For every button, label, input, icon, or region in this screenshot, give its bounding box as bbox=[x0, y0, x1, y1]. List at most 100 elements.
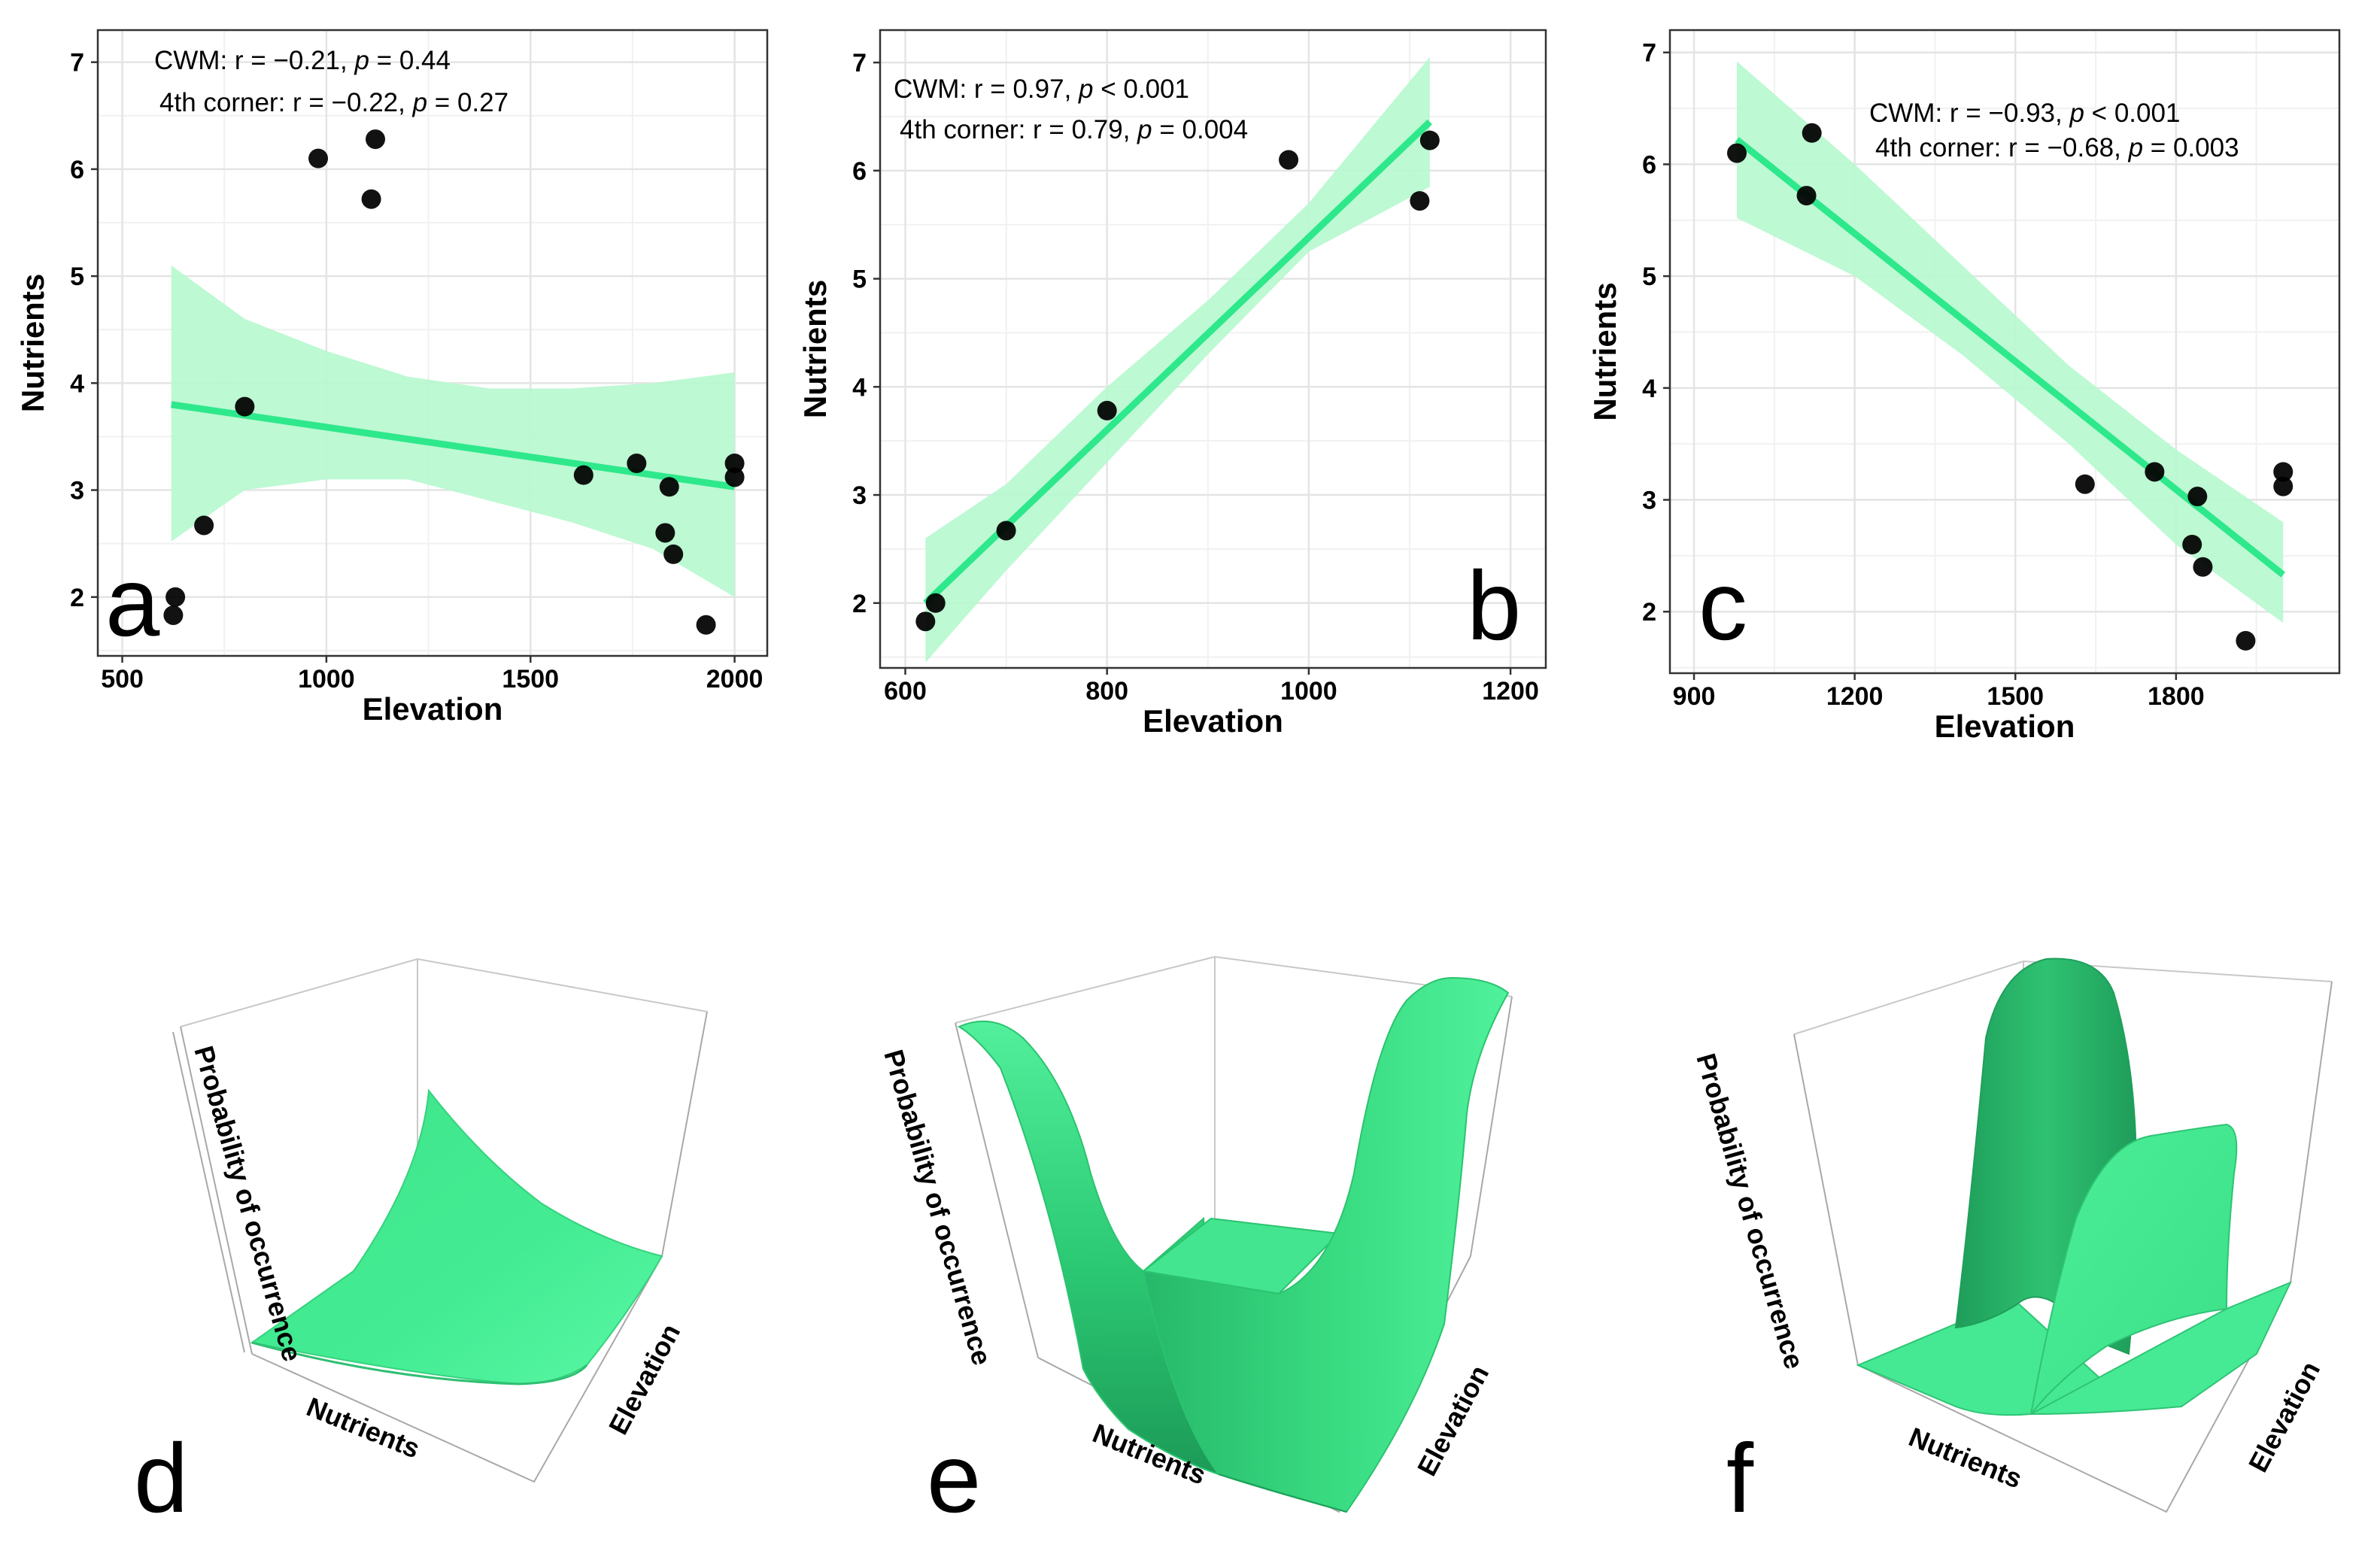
panel-d: Probability of occurrence Nutrients Elev… bbox=[134, 958, 708, 1533]
data-point bbox=[696, 615, 716, 635]
panel-letter-e: e bbox=[927, 1423, 981, 1533]
panel-c: 900 1200 1500 1800 2 3 4 5 6 7 Elevation Nutrients C… bbox=[1587, 29, 2341, 744]
y-tick-label: 5 bbox=[1642, 263, 1656, 291]
x-tick-label: 1200 bbox=[1826, 682, 1884, 711]
panel-e: Probability of occurrence Nutrients Elev… bbox=[878, 955, 1513, 1533]
surface-f-xlabel: Nutrients bbox=[1905, 1421, 2026, 1494]
data-point bbox=[1410, 191, 1430, 211]
x-tick-label: 600 bbox=[884, 677, 927, 706]
panel-b: 600 800 1000 1200 2 3 4 5 6 7 Elevation Nutrients CW… bbox=[797, 29, 1547, 739]
y-axis-title: Nutrients bbox=[15, 274, 50, 412]
data-point bbox=[655, 523, 675, 543]
y-axis-title: Nutrients bbox=[797, 280, 833, 418]
y-tick-label: 6 bbox=[1642, 150, 1656, 179]
data-point bbox=[2273, 476, 2293, 496]
stat-annotation: CWM: r = −0.21, p = 0.44 bbox=[154, 46, 451, 75]
data-point bbox=[1796, 186, 1817, 206]
data-point bbox=[2075, 474, 2095, 494]
y-tick-label: 3 bbox=[852, 481, 867, 510]
plot-frame bbox=[879, 29, 1547, 669]
data-point bbox=[366, 129, 386, 150]
surface-d-zlabel: Probability of occurrence bbox=[188, 1043, 308, 1365]
data-point bbox=[2187, 487, 2208, 507]
surface-f-plateau bbox=[2030, 1123, 2238, 1415]
stat-annotation: 4th corner: r = −0.22, p = 0.27 bbox=[159, 88, 508, 117]
plot-frame bbox=[1668, 29, 2341, 675]
surface-f-right-floor bbox=[2030, 1281, 2293, 1415]
surface-e-zlabel: Probability of occurrence bbox=[878, 1046, 997, 1369]
surface-e-left-wall bbox=[957, 1020, 1220, 1476]
y-tick-label: 2 bbox=[70, 584, 84, 612]
data-point bbox=[165, 587, 186, 607]
data-point bbox=[2273, 462, 2293, 482]
y-tick-label: 4 bbox=[852, 373, 867, 402]
stat-annotation: CWM: r = −0.93, p < 0.001 bbox=[1869, 99, 2180, 128]
y-tick-label: 4 bbox=[1642, 375, 1656, 403]
fit-line bbox=[171, 401, 736, 490]
x-tick-label: 900 bbox=[1673, 682, 1716, 711]
y-tick-label: 3 bbox=[1642, 487, 1656, 515]
data-point bbox=[663, 544, 684, 564]
grid bbox=[98, 30, 767, 656]
panel-letter-d: d bbox=[134, 1423, 188, 1533]
y-tick-label: 6 bbox=[70, 156, 84, 184]
x-tick-label: 1500 bbox=[502, 665, 559, 693]
data-point bbox=[659, 477, 679, 497]
panel-a: 500 1000 1500 2000 2 3 4 5 6 7 Elevation Nutrients C… bbox=[15, 29, 769, 727]
surface-box-d bbox=[172, 958, 708, 1483]
y-tick-label: 2 bbox=[852, 590, 867, 618]
data-point bbox=[163, 605, 184, 625]
data-point bbox=[573, 465, 593, 485]
x-axis-title: Elevation bbox=[363, 691, 503, 727]
data-point bbox=[361, 189, 381, 209]
y-tick-label: 5 bbox=[70, 263, 84, 291]
stat-annotation: 4th corner: r = 0.79, p = 0.004 bbox=[900, 115, 1248, 144]
data-point bbox=[194, 515, 214, 536]
data-point bbox=[996, 520, 1016, 541]
x-tick-label: 2000 bbox=[706, 665, 763, 693]
panel-letter: a bbox=[105, 547, 160, 657]
data-point bbox=[915, 612, 936, 632]
x-tick-label: 1000 bbox=[1280, 677, 1337, 706]
confidence-band bbox=[171, 265, 735, 597]
surface-d-xlabel: Nutrients bbox=[302, 1391, 424, 1464]
panel-letter: b bbox=[1467, 551, 1521, 660]
panel-f: Probability of occurrence Nutrients Elev… bbox=[1690, 958, 2333, 1533]
confidence-band bbox=[1737, 61, 2284, 624]
plot-frame bbox=[96, 29, 769, 657]
panel-letter: c bbox=[1698, 551, 1747, 660]
surface-d bbox=[250, 1088, 663, 1385]
data-point bbox=[235, 396, 255, 417]
y-tick-label: 7 bbox=[1642, 39, 1656, 68]
data-point bbox=[1802, 123, 1822, 143]
data-point bbox=[2236, 630, 2256, 651]
x-axis-title: Elevation bbox=[1935, 709, 2075, 744]
data-point bbox=[627, 454, 647, 473]
surface-f-ylabel: Elevation bbox=[2242, 1356, 2326, 1477]
data-point bbox=[1279, 150, 1299, 170]
data-point bbox=[925, 593, 946, 613]
x-axis-title: Elevation bbox=[1143, 703, 1283, 739]
surface-f-zlabel: Probability of occurrence bbox=[1690, 1050, 1810, 1373]
data-point bbox=[308, 148, 329, 168]
x-tick-label: 1800 bbox=[2148, 682, 2205, 711]
y-tick-label: 3 bbox=[70, 477, 84, 505]
x-tick-label: 800 bbox=[1085, 677, 1128, 706]
data-point bbox=[1727, 143, 1747, 163]
data-point bbox=[724, 454, 745, 473]
data-point bbox=[724, 467, 745, 487]
x-tick-label: 1000 bbox=[298, 665, 355, 693]
stat-annotation: 4th corner: r = −0.68, p = 0.003 bbox=[1875, 133, 2239, 162]
data-point bbox=[2145, 462, 2165, 482]
x-tick-label: 1500 bbox=[1987, 682, 2044, 711]
y-tick-label: 7 bbox=[70, 49, 84, 77]
stat-annotation: CWM: r = 0.97, p < 0.001 bbox=[894, 74, 1189, 104]
data-point bbox=[2193, 557, 2213, 577]
y-tick-label: 7 bbox=[852, 49, 867, 77]
x-tick-label: 1200 bbox=[1482, 677, 1539, 706]
x-tick-label: 500 bbox=[101, 665, 144, 693]
y-tick-label: 5 bbox=[852, 266, 867, 294]
surface-d-ylabel: Elevation bbox=[603, 1319, 686, 1440]
y-axis-title: Nutrients bbox=[1587, 282, 1623, 420]
